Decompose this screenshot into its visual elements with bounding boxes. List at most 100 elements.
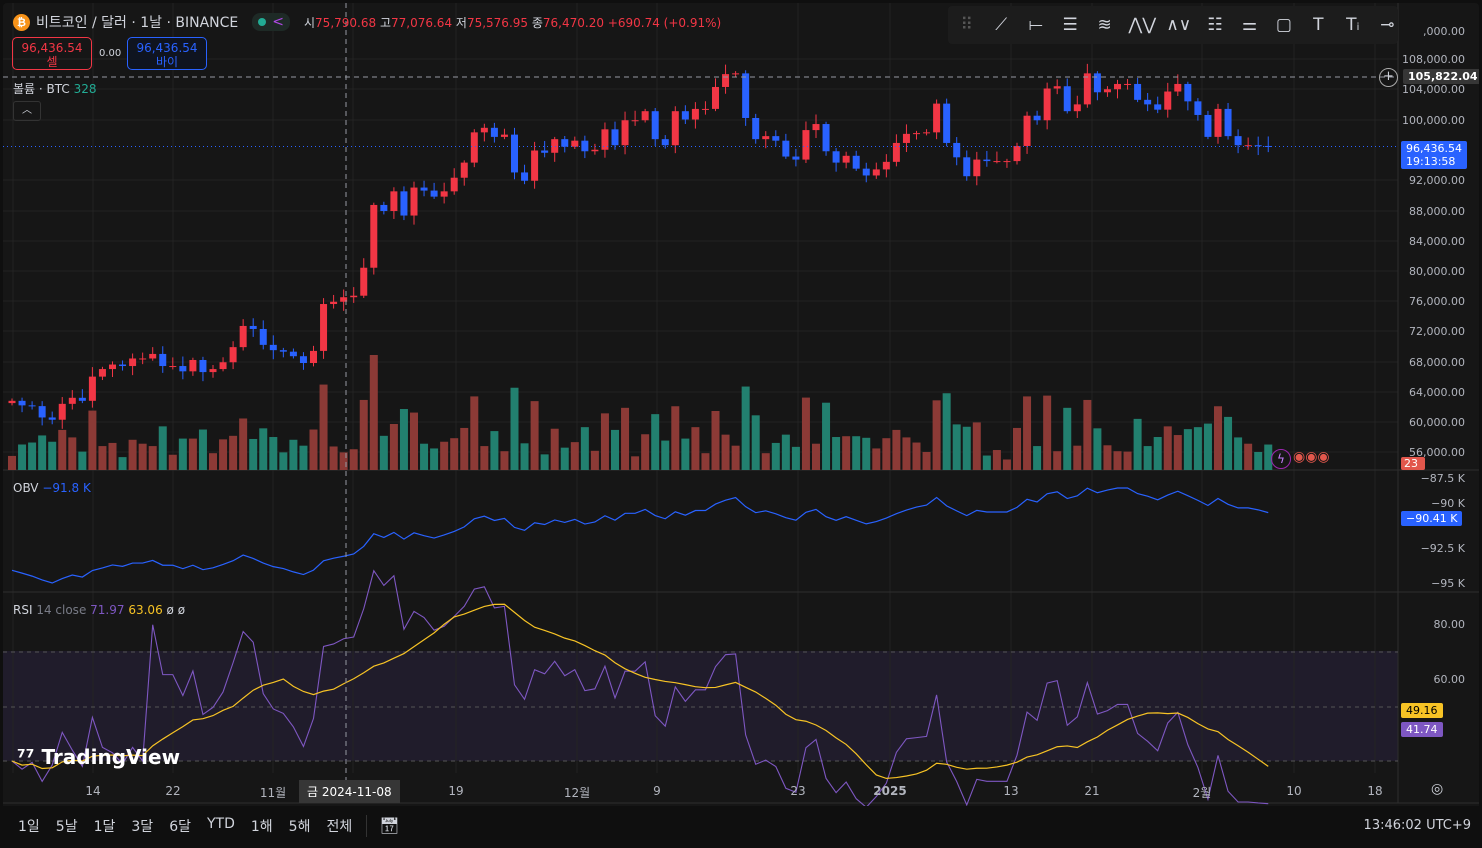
tradingview-logo[interactable]: ⁷⁷ TradingView	[17, 745, 181, 769]
candle-body	[681, 111, 689, 120]
candle-body	[58, 403, 66, 420]
volume-bar	[279, 452, 288, 470]
symbol-title[interactable]: 비트코인 / 달러 · 1날 · BINANCE	[36, 15, 239, 31]
candle-body	[460, 162, 468, 178]
candle-body	[752, 117, 760, 140]
volume-bar	[8, 455, 16, 470]
long-position-icon[interactable]: ☷	[1207, 15, 1223, 35]
obv-legend[interactable]: OBV −91.8 K	[13, 481, 91, 495]
candle-body	[38, 406, 46, 418]
candle-body	[1043, 88, 1051, 121]
range-button[interactable]: 3달	[131, 818, 154, 835]
crosshair-price-label: 105,822.04	[1403, 69, 1479, 84]
rsi-ma-tag: 49.16	[1401, 703, 1443, 718]
candle-body	[78, 397, 86, 401]
volume-bar	[500, 451, 509, 470]
volume-tag: 23	[1401, 457, 1425, 470]
text-note-icon[interactable]: Tᵢ	[1346, 15, 1360, 35]
candle-body	[98, 369, 106, 377]
economic-events-flag-icon[interactable]: ◉◉◉	[1293, 449, 1330, 465]
drag-handle-icon[interactable]: ⠿	[960, 15, 973, 35]
fib-icon[interactable]: ≋	[1097, 15, 1112, 35]
range-button[interactable]: 6달	[169, 818, 191, 835]
range-button[interactable]: 1해	[250, 818, 273, 835]
rsi-value-tag: 41.74	[1401, 722, 1443, 737]
candle-body	[219, 362, 227, 370]
candle-body	[963, 157, 971, 177]
horizontal-line-icon[interactable]: ⟝	[1028, 15, 1043, 35]
abcd-pattern-icon[interactable]: ∧∨	[1166, 15, 1192, 35]
time-axis-label: 2025	[873, 784, 907, 798]
volume-bar	[1013, 427, 1021, 470]
candle-body	[299, 356, 307, 364]
volume-bar	[440, 441, 449, 470]
collapse-button[interactable]: ︿	[13, 101, 41, 121]
clock[interactable]: 13:46:02 UTC+9	[1363, 818, 1471, 833]
trend-line-icon[interactable]: ⟋	[995, 15, 1008, 35]
spread: 0.00	[99, 48, 122, 59]
rsi-extra: ø	[177, 603, 186, 617]
range-button[interactable]: 1달	[93, 818, 116, 835]
volume-bar	[329, 446, 338, 470]
parallel-channel-icon[interactable]: ☰	[1062, 15, 1078, 35]
range-button[interactable]: 5해	[288, 818, 311, 835]
candle-body	[1134, 83, 1142, 100]
candle-body	[943, 103, 951, 143]
price-axis-label: 72,000.00	[1409, 325, 1465, 338]
volume-legend[interactable]: 볼륨 · BTC 328	[13, 80, 97, 97]
volume-bar	[1053, 451, 1062, 470]
chart-canvas[interactable]	[3, 3, 1479, 845]
candle-body	[1254, 145, 1262, 147]
forecast-icon[interactable]: ⚌	[1241, 15, 1258, 35]
price-axis-label: 104,000.00	[1402, 83, 1465, 96]
volume-bar	[389, 424, 398, 470]
volume-bar	[88, 410, 97, 470]
sell-label: 셀	[46, 55, 58, 69]
xabcd-pattern-icon[interactable]: ⋀⋁	[1128, 15, 1157, 35]
price-axis-label: 92,000.00	[1409, 174, 1465, 187]
settings-icon[interactable]: ◎	[1431, 781, 1444, 797]
time-axis-label: 9	[653, 784, 661, 798]
text-icon[interactable]: T	[1313, 15, 1324, 35]
rectangle-icon[interactable]: ▢	[1275, 15, 1292, 35]
volume-bar	[741, 386, 750, 470]
candle-body	[1244, 145, 1252, 147]
candle-body	[983, 159, 991, 162]
volume-bar	[78, 451, 87, 470]
time-axis-label: 10	[1286, 784, 1302, 798]
low-value: 75,576.95	[466, 15, 529, 30]
range-selector: 1일 5날 1달 3달 6달 YTD 1해 5해 전체	[3, 816, 360, 836]
volume-bar	[520, 443, 529, 470]
candle-body	[1224, 108, 1232, 137]
price-axis-label: 76,000.00	[1409, 295, 1465, 308]
candle-body	[500, 134, 508, 137]
range-button[interactable]: 5날	[55, 818, 78, 835]
range-button[interactable]: 1일	[18, 818, 40, 835]
volume-bar	[1143, 446, 1152, 470]
candle-body	[661, 139, 669, 146]
rsi-legend[interactable]: RSI 14 close 71.97 63.06 ø ø	[13, 603, 185, 617]
range-button[interactable]: YTD	[206, 815, 235, 832]
candle-body	[551, 139, 559, 153]
candle-body	[571, 140, 579, 147]
lightning-event-icon[interactable]: ϟ	[1271, 449, 1291, 469]
more-tools-icon[interactable]: ⊸	[1380, 15, 1395, 35]
candle-body	[330, 301, 338, 305]
sell-button[interactable]: 96,436.54 셀	[12, 37, 92, 70]
volume-value: 328	[73, 82, 97, 96]
market-status[interactable]: <	[252, 13, 290, 31]
buy-button[interactable]: 96,436.54 바이	[127, 37, 207, 70]
candle-body	[109, 364, 116, 370]
volume-bar	[1173, 435, 1182, 470]
volume-bar	[108, 442, 117, 470]
candle-body	[902, 133, 910, 143]
volume-bar	[1093, 428, 1102, 470]
candle-body	[1234, 136, 1242, 146]
add-alert-plus-icon[interactable]: +	[1379, 68, 1398, 87]
goto-date-calendar-icon[interactable]: 📅︎	[379, 816, 400, 835]
rsi-axis-label: 80.00	[1433, 618, 1466, 631]
chart-window: ₿ 비트코인 / 달러 · 1날 · BINANCE < 시75,790.68 …	[3, 3, 1479, 845]
obv-axis-label: −90 K	[1431, 497, 1465, 510]
range-button[interactable]: 전체	[326, 818, 353, 835]
volume-bar	[1254, 451, 1263, 470]
